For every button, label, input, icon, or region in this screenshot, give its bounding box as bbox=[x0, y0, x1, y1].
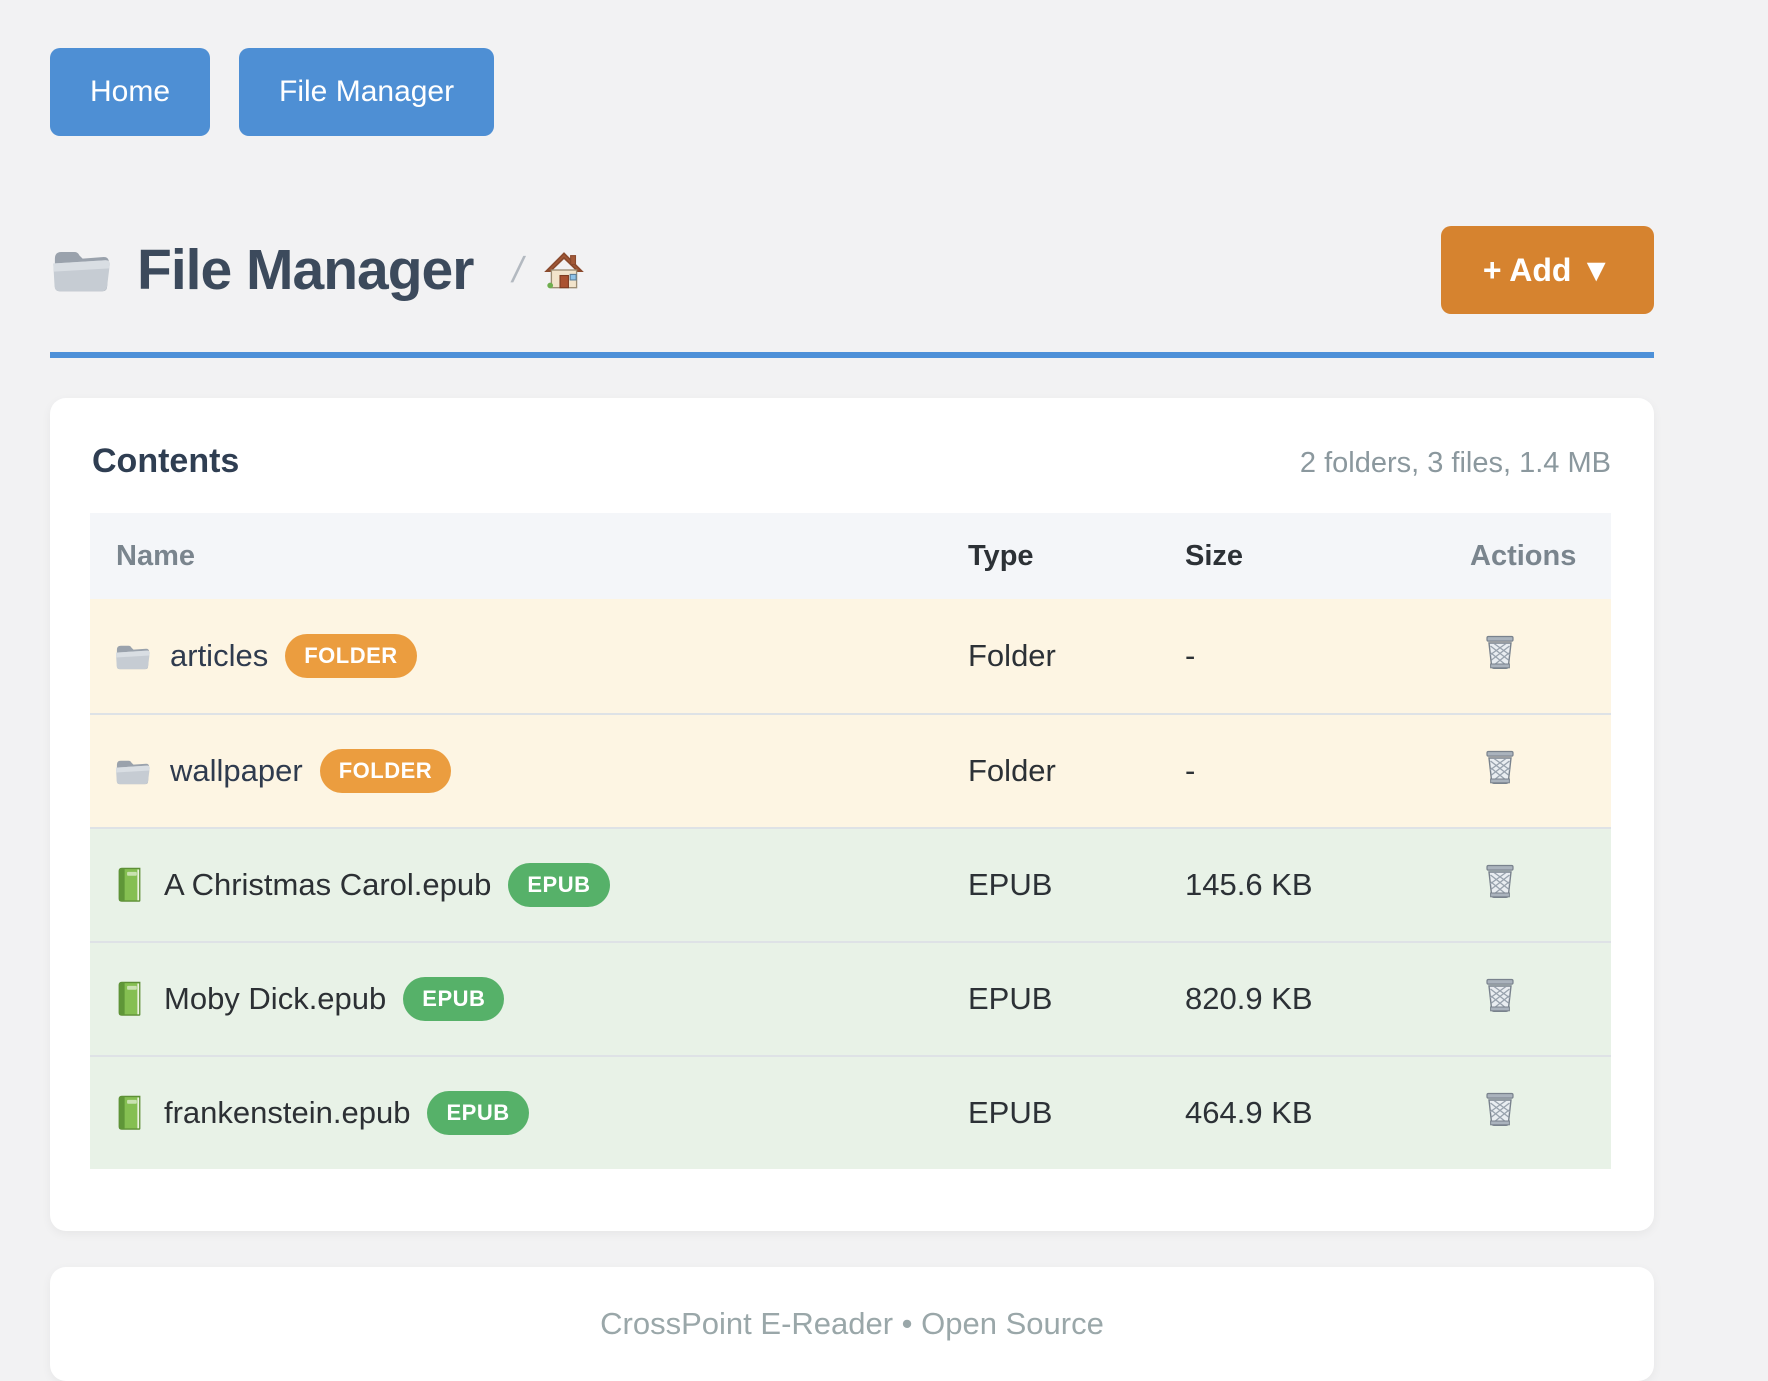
delete-button[interactable] bbox=[1482, 861, 1518, 901]
actions-cell bbox=[1460, 861, 1611, 909]
folder-icon bbox=[115, 645, 150, 669]
file-name-link[interactable]: frankenstein.epub bbox=[164, 1095, 411, 1130]
actions-cell bbox=[1460, 975, 1611, 1023]
size-cell: 820.9 KB bbox=[1185, 981, 1313, 1016]
contents-card-header: Contents 2 folders, 3 files, 1.4 MB bbox=[90, 442, 1613, 481]
folder-icon bbox=[53, 252, 110, 292]
breadcrumb-separator: / bbox=[509, 249, 528, 290]
trash-icon bbox=[1486, 1092, 1514, 1127]
delete-button[interactable] bbox=[1482, 632, 1518, 672]
book-icon bbox=[118, 981, 141, 1016]
name-cell: frankenstein.epub EPUB bbox=[90, 1091, 968, 1135]
folder-badge: FOLDER bbox=[319, 749, 452, 793]
size-cell: - bbox=[1185, 753, 1196, 788]
folder-icon bbox=[115, 760, 150, 784]
trash-icon bbox=[1486, 978, 1514, 1012]
epub-badge: EPUB bbox=[427, 1091, 529, 1135]
name-cell: articles FOLDER bbox=[90, 634, 968, 678]
add-button[interactable]: + Add ▼ bbox=[1440, 226, 1654, 314]
table-row: wallpaper FOLDER Folder - bbox=[90, 713, 1611, 827]
contents-heading: Contents bbox=[92, 442, 240, 480]
trash-icon bbox=[1486, 750, 1514, 784]
contents-card: Contents 2 folders, 3 files, 1.4 MB Name… bbox=[50, 398, 1654, 1231]
table-row: A Christmas Carol.epub EPUB EPUB 145.6 K… bbox=[90, 827, 1611, 941]
table-row: Moby Dick.epub EPUB EPUB 820.9 KB bbox=[90, 941, 1611, 1055]
folder-name-link[interactable]: articles bbox=[170, 638, 269, 673]
name-cell: A Christmas Carol.epub EPUB bbox=[90, 863, 968, 907]
folder-badge: FOLDER bbox=[285, 634, 417, 678]
name-cell: wallpaper FOLDER bbox=[90, 749, 968, 793]
type-cell: Folder bbox=[968, 638, 1056, 673]
table-row: articles FOLDER Folder - bbox=[90, 599, 1611, 713]
type-cell: EPUB bbox=[968, 1095, 1053, 1130]
delete-button[interactable] bbox=[1482, 1089, 1518, 1129]
actions-cell bbox=[1460, 1089, 1611, 1137]
page-title: File Manager bbox=[137, 238, 474, 302]
home-button[interactable]: Home bbox=[50, 48, 211, 136]
name-cell: Moby Dick.epub EPUB bbox=[90, 977, 968, 1021]
trash-icon bbox=[1486, 635, 1514, 669]
column-header-name: Name bbox=[116, 539, 195, 572]
column-header-size: Size bbox=[1185, 539, 1244, 572]
table-header-row: Name Type Size Actions bbox=[90, 513, 1611, 599]
delete-button[interactable] bbox=[1482, 975, 1518, 1015]
file-manager-button[interactable]: File Manager bbox=[239, 48, 495, 136]
breadcrumb: / bbox=[509, 249, 585, 291]
footer-card: CrossPoint E-Reader • Open Source bbox=[50, 1267, 1654, 1381]
page-container: Home File Manager File Manager / + Add ▼… bbox=[50, 0, 1654, 1381]
delete-button[interactable] bbox=[1482, 747, 1518, 787]
file-name-link[interactable]: Moby Dick.epub bbox=[164, 981, 387, 1016]
title-group: File Manager / bbox=[50, 237, 585, 303]
size-cell: 464.9 KB bbox=[1185, 1095, 1313, 1130]
file-name-link[interactable]: A Christmas Carol.epub bbox=[164, 867, 492, 902]
header-divider bbox=[50, 352, 1654, 358]
book-icon bbox=[118, 867, 141, 902]
actions-cell bbox=[1460, 747, 1611, 795]
column-header-actions: Actions bbox=[1470, 539, 1577, 572]
folder-name-link[interactable]: wallpaper bbox=[170, 753, 303, 788]
home-icon[interactable] bbox=[543, 249, 585, 291]
actions-cell bbox=[1460, 632, 1611, 680]
size-cell: 145.6 KB bbox=[1185, 867, 1313, 902]
footer-text: CrossPoint E-Reader • Open Source bbox=[600, 1306, 1104, 1341]
trash-icon bbox=[1486, 864, 1514, 898]
book-icon bbox=[118, 1095, 141, 1130]
file-table: Name Type Size Actions articles FOLDER F… bbox=[90, 513, 1611, 1169]
epub-badge: EPUB bbox=[508, 863, 610, 907]
column-header-type: Type bbox=[968, 539, 1034, 572]
size-cell: - bbox=[1185, 638, 1196, 673]
page-header: File Manager / + Add ▼ bbox=[50, 226, 1654, 314]
type-cell: Folder bbox=[968, 753, 1056, 788]
epub-badge: EPUB bbox=[403, 977, 505, 1021]
type-cell: EPUB bbox=[968, 981, 1053, 1016]
top-nav: Home File Manager bbox=[50, 48, 1654, 136]
table-row: frankenstein.epub EPUB EPUB 464.9 KB bbox=[90, 1055, 1611, 1169]
type-cell: EPUB bbox=[968, 867, 1053, 902]
contents-summary: 2 folders, 3 files, 1.4 MB bbox=[1299, 447, 1611, 479]
